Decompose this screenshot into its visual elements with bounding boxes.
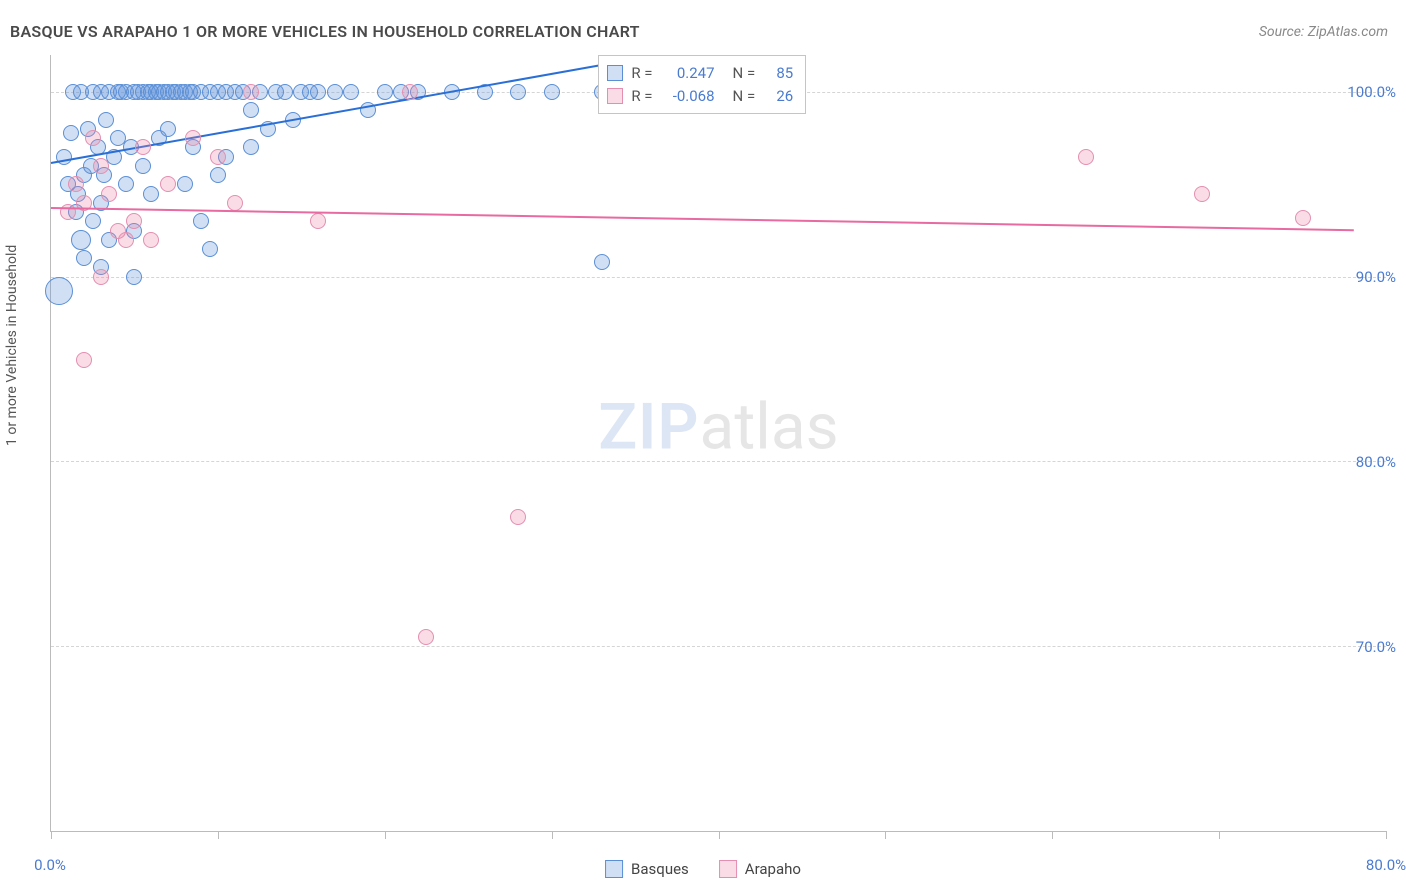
- source-label: Source: ZipAtlas.com: [1259, 24, 1388, 40]
- data-point-basques: [126, 269, 142, 285]
- x-tick: [1052, 831, 1053, 839]
- data-point-arapaho: [118, 232, 134, 248]
- data-point-arapaho: [185, 130, 201, 146]
- data-point-basques: [327, 84, 343, 100]
- stats-swatch-arapaho: [607, 88, 623, 104]
- data-point-basques: [63, 125, 79, 141]
- legend: Basques Arapaho: [605, 860, 801, 878]
- data-point-arapaho: [1295, 210, 1311, 226]
- correlation-chart: BASQUE VS ARAPAHO 1 OR MORE VEHICLES IN …: [0, 0, 1406, 892]
- data-point-arapaho: [510, 509, 526, 525]
- y-tick-label: 80.0%: [1356, 453, 1396, 471]
- data-point-arapaho: [310, 213, 326, 229]
- data-point-arapaho: [143, 232, 159, 248]
- stats-swatch-basques: [607, 65, 623, 81]
- legend-item-basques: Basques: [605, 860, 689, 878]
- data-point-basques: [177, 176, 193, 192]
- data-point-basques: [118, 176, 134, 192]
- gridline-h: [51, 277, 1386, 278]
- chart-title: BASQUE VS ARAPAHO 1 OR MORE VEHICLES IN …: [10, 22, 640, 41]
- data-point-arapaho: [418, 629, 434, 645]
- data-point-basques: [202, 241, 218, 257]
- stats-n-label: N =: [733, 62, 756, 85]
- x-tick-label: 0.0%: [34, 856, 66, 874]
- regression-line-basques: [51, 64, 602, 164]
- stats-box: R = 0.247 N = 85 R = -0.068 N = 26: [598, 55, 806, 114]
- data-point-arapaho: [101, 186, 117, 202]
- stats-r-value-basques: 0.247: [661, 62, 715, 85]
- watermark: ZIPatlas: [598, 390, 838, 465]
- legend-label-arapaho: Arapaho: [745, 860, 801, 878]
- stats-r-value-arapaho: -0.068: [661, 85, 715, 108]
- data-point-basques: [510, 84, 526, 100]
- data-point-arapaho: [227, 195, 243, 211]
- y-tick-label: 90.0%: [1356, 268, 1396, 286]
- stats-r-label: R =: [631, 85, 652, 108]
- data-point-basques: [377, 84, 393, 100]
- x-tick: [51, 831, 52, 839]
- y-axis-label: 1 or more Vehicles in Household: [4, 245, 20, 446]
- data-point-basques: [243, 102, 259, 118]
- data-point-arapaho: [126, 213, 142, 229]
- data-point-basques: [98, 112, 114, 128]
- x-tick: [385, 831, 386, 839]
- stats-n-value-basques: 85: [763, 62, 793, 85]
- x-tick: [719, 831, 720, 839]
- data-point-arapaho: [93, 269, 109, 285]
- data-point-arapaho: [1078, 149, 1094, 165]
- stats-r-label: R =: [631, 62, 652, 85]
- data-point-arapaho: [402, 84, 418, 100]
- legend-swatch-basques: [605, 860, 623, 878]
- data-point-arapaho: [135, 139, 151, 155]
- x-tick: [552, 831, 553, 839]
- data-point-basques: [85, 213, 101, 229]
- x-tick: [1386, 831, 1387, 839]
- data-point-basques: [594, 254, 610, 270]
- data-point-basques: [210, 167, 226, 183]
- legend-swatch-arapaho: [719, 860, 737, 878]
- x-tick: [885, 831, 886, 839]
- legend-item-arapaho: Arapaho: [719, 860, 801, 878]
- data-point-arapaho: [210, 149, 226, 165]
- data-point-basques: [544, 84, 560, 100]
- gridline-h: [51, 646, 1386, 647]
- data-point-arapaho: [243, 84, 259, 100]
- y-tick-label: 100.0%: [1347, 83, 1396, 101]
- data-point-arapaho: [160, 176, 176, 192]
- data-point-arapaho: [93, 158, 109, 174]
- data-point-basques: [76, 250, 92, 266]
- stats-n-label: N =: [733, 85, 756, 108]
- regression-line-arapaho: [51, 207, 1354, 231]
- x-tick: [1219, 831, 1220, 839]
- data-point-basques: [71, 230, 91, 250]
- stats-row-arapaho: R = -0.068 N = 26: [607, 85, 793, 108]
- data-point-arapaho: [1194, 186, 1210, 202]
- data-point-basques: [310, 84, 326, 100]
- x-tick-label: 80.0%: [1366, 856, 1406, 874]
- data-point-arapaho: [85, 130, 101, 146]
- legend-label-basques: Basques: [631, 860, 689, 878]
- data-point-basques: [193, 213, 209, 229]
- stats-n-value-arapaho: 26: [763, 85, 793, 108]
- data-point-basques: [343, 84, 359, 100]
- data-point-arapaho: [68, 176, 84, 192]
- data-point-basques: [160, 121, 176, 137]
- data-point-basques: [143, 186, 159, 202]
- x-tick: [218, 831, 219, 839]
- data-point-basques: [45, 277, 73, 305]
- data-point-basques: [277, 84, 293, 100]
- stats-row-basques: R = 0.247 N = 85: [607, 62, 793, 85]
- data-point-basques: [135, 158, 151, 174]
- gridline-h: [51, 461, 1386, 462]
- y-tick-label: 70.0%: [1356, 638, 1396, 656]
- data-point-arapaho: [76, 352, 92, 368]
- plot-area: ZIPatlas R = 0.247 N = 85 R = -0.068 N = 26: [50, 55, 1386, 832]
- data-point-basques: [243, 139, 259, 155]
